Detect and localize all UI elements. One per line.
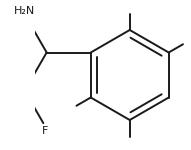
Text: F: F xyxy=(42,126,48,136)
Text: H₂N: H₂N xyxy=(14,6,35,16)
